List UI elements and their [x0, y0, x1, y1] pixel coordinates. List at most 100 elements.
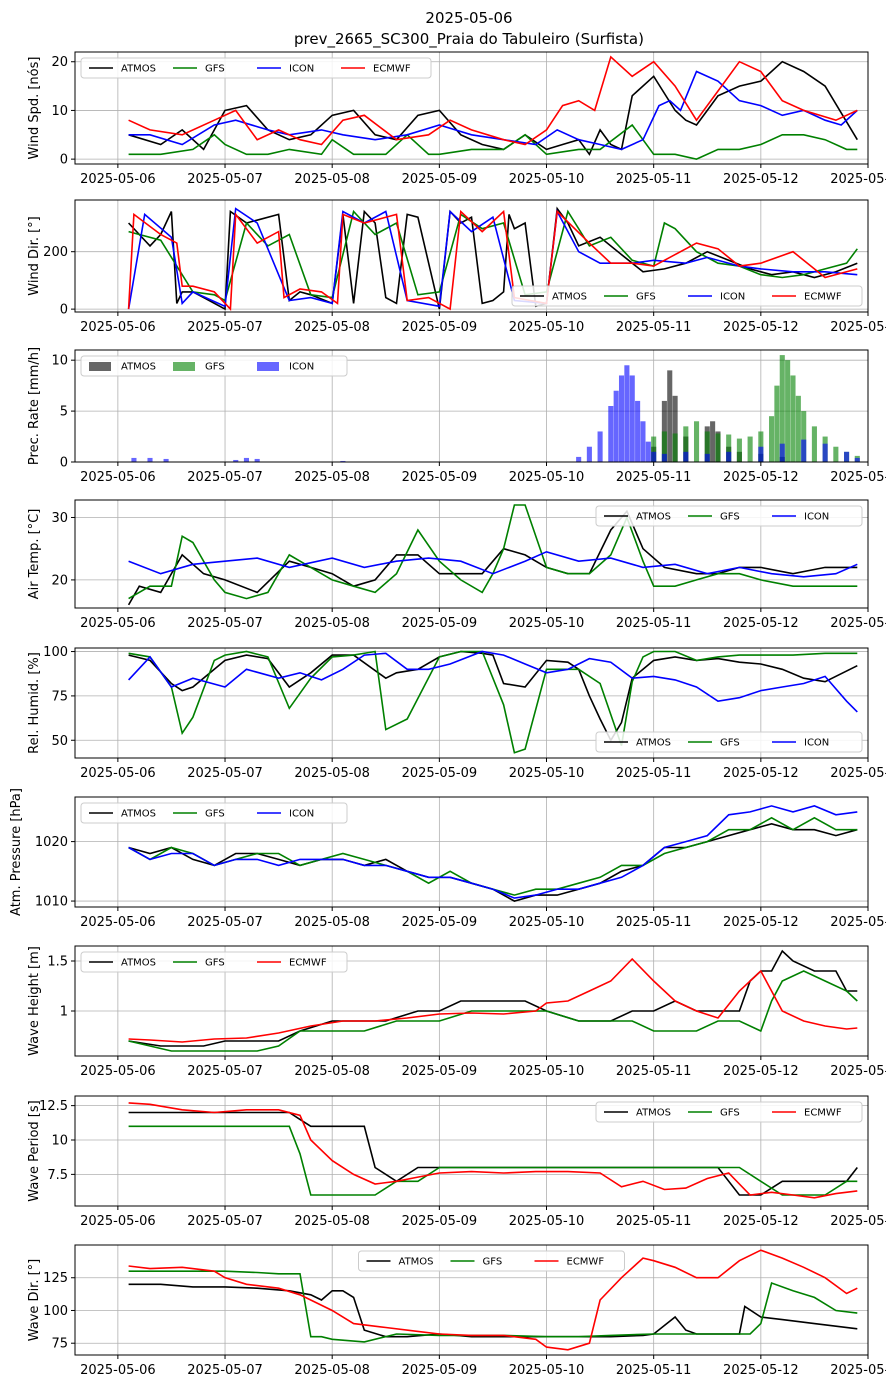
x-tick-label: 2025-05-11	[616, 766, 692, 781]
axes-frame	[74, 796, 869, 908]
series-line-gfs	[128, 816, 858, 896]
series-line-gfs	[128, 123, 858, 160]
y-tick-label: 1010	[35, 895, 68, 910]
legend-label: ICON	[289, 362, 314, 373]
x-tick-label: 2025-05-07	[187, 1064, 263, 1079]
y-tick-label: 1.5	[47, 955, 68, 970]
x-tick-label: 2025-05-11	[616, 470, 692, 485]
bar	[774, 385, 780, 462]
x-tick-label: 2025-05-11	[616, 616, 692, 631]
legend-label: GFS	[720, 738, 740, 749]
legend-swatch	[257, 362, 279, 371]
bar-series-icon	[131, 365, 860, 462]
x-tick-label: 2025-05-13	[830, 915, 886, 930]
series-line-icon	[127, 207, 858, 310]
legend-box	[358, 1250, 625, 1272]
y-tick-label: 75	[51, 1337, 68, 1352]
bar-series-gfs	[651, 355, 860, 462]
y-tick-label: 75	[51, 689, 68, 704]
legend-label: ECMWF	[289, 958, 327, 969]
bar	[769, 416, 775, 462]
legend-label: GFS	[720, 1108, 740, 1119]
y-axis-label: Wind Spd. [nós]	[27, 57, 42, 160]
y-tick-label: 100	[43, 645, 68, 660]
bar	[661, 453, 667, 462]
panel-7: 2025-05-06 2025-05-07 2025-05-08 2025-05-09…	[27, 1095, 886, 1229]
series-line-atmos	[128, 1111, 858, 1196]
series-line-icon	[128, 805, 858, 899]
x-tick-label: 2025-05-09	[402, 320, 478, 335]
x-tick-label: 2025-05-12	[723, 1363, 799, 1378]
x-tick-label: 2025-05-07	[187, 616, 263, 631]
x-tick-label: 2025-05-11	[616, 915, 692, 930]
bar	[790, 375, 796, 462]
panel-8: 2025-05-06 2025-05-07 2025-05-08 2025-05-09…	[27, 1244, 886, 1378]
y-tick-label: 100	[43, 1304, 68, 1319]
legend: ATMOS GFS ICON	[80, 355, 348, 377]
bar	[736, 438, 742, 462]
panel-3: 2025-05-06 2025-05-07 2025-05-08 2025-05-09…	[27, 499, 886, 631]
x-tick-label: 2025-05-09	[402, 915, 478, 930]
legend-swatch	[89, 362, 111, 371]
x-tick-label: 2025-05-06	[80, 172, 156, 187]
y-tick-label: 30	[51, 511, 68, 526]
bar	[854, 457, 860, 462]
x-tick-label: 2025-05-08	[294, 915, 370, 930]
series-line-ecmwf	[128, 55, 858, 146]
x-tick-label: 2025-05-09	[402, 766, 478, 781]
bar	[822, 443, 828, 462]
x-tick-label: 2025-05-12	[723, 766, 799, 781]
x-tick-label: 2025-05-09	[402, 172, 478, 187]
legend-box	[80, 951, 348, 973]
x-tick-label: 2025-05-11	[616, 1064, 692, 1079]
legend-label: GFS	[205, 809, 225, 820]
x-tick-label: 2025-05-13	[830, 320, 886, 335]
panel-0: 2025-05-06 2025-05-07 2025-05-08 2025-05-09…	[27, 51, 886, 187]
y-axis-label: Wind Dir. [°]	[27, 216, 42, 296]
bar	[147, 457, 153, 462]
plot-area	[128, 1249, 858, 1351]
x-tick-label: 2025-05-07	[187, 320, 263, 335]
y-axis-label: Prec. Rate [mm/h]	[27, 347, 42, 465]
axes-frame	[74, 647, 869, 759]
bar	[704, 431, 710, 462]
bar	[640, 421, 646, 462]
x-tick-label: 2025-05-12	[723, 1064, 799, 1079]
y-axis-label: Air Temp. [°C]	[27, 509, 42, 600]
legend-label: ATMOS	[636, 738, 671, 749]
legend-box	[595, 731, 863, 753]
x-tick-label: 2025-05-10	[509, 172, 585, 187]
y-tick-label: 0	[60, 456, 68, 471]
series-line-icon	[128, 550, 858, 578]
legend-label: ATMOS	[552, 292, 587, 303]
x-tick-label: 2025-05-08	[294, 616, 370, 631]
axes-frame	[74, 199, 869, 313]
legend-label: GFS	[205, 362, 225, 373]
y-axis-label: Wave Period [s]	[27, 1100, 42, 1201]
x-tick-label: 2025-05-11	[616, 320, 692, 335]
bar	[801, 411, 807, 462]
bar	[635, 400, 641, 462]
bar	[651, 436, 657, 462]
panel-1: 2025-05-06 2025-05-07 2025-05-08 2025-05-09…	[27, 199, 886, 335]
bar	[651, 451, 657, 462]
bar	[613, 390, 619, 462]
bar	[811, 426, 817, 462]
bar	[704, 453, 710, 462]
x-tick-label: 2025-05-10	[509, 1363, 585, 1378]
x-tick-label: 2025-05-12	[723, 470, 799, 485]
y-tick-label: 50	[51, 734, 68, 749]
bar	[747, 436, 753, 462]
y-axis-label: Rel. Humid. [%]	[27, 652, 42, 754]
bar	[672, 395, 678, 462]
axes-frame	[74, 1244, 869, 1356]
bar	[608, 406, 614, 462]
bar	[586, 446, 592, 462]
x-tick-label: 2025-05-06	[80, 766, 156, 781]
legend: ATMOS GFS ICON	[595, 505, 863, 527]
bar	[645, 441, 651, 462]
legend-label: ATMOS	[636, 512, 671, 523]
plot-area	[128, 55, 858, 160]
x-tick-label: 2025-05-09	[402, 470, 478, 485]
series-line-icon	[128, 70, 858, 151]
